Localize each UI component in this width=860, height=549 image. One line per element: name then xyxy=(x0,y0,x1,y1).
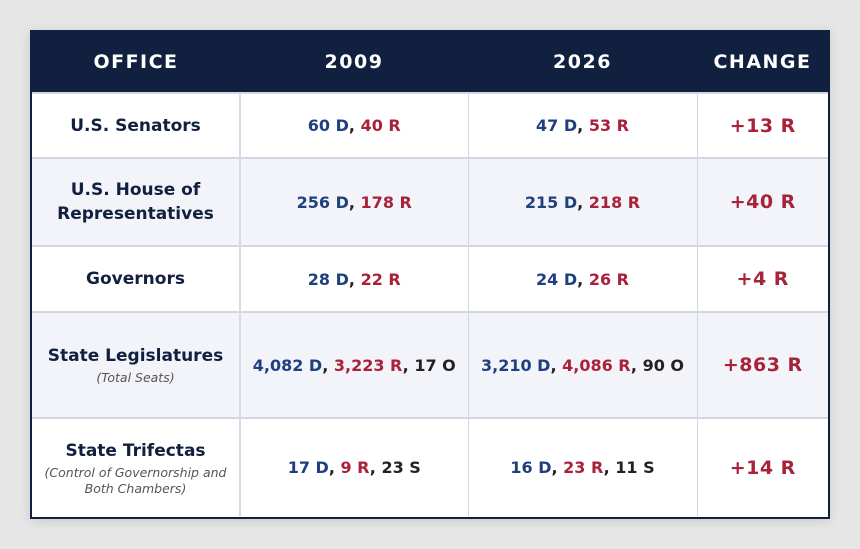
rep-value: 3,223 R xyxy=(333,355,403,375)
change-value: +4 R xyxy=(736,268,789,290)
table-header: OFFICE 2009 2026 CHANGE xyxy=(32,32,828,93)
year2-cell: 24 D, 26 R xyxy=(467,245,697,312)
rep-value: 40 R xyxy=(360,116,401,135)
year1-cell: 4,082 D, 3,223 R, 17 O xyxy=(239,311,468,418)
header-change: CHANGE xyxy=(713,51,812,73)
dem-value: 17 D xyxy=(287,458,329,477)
change-value: +13 R xyxy=(729,114,796,137)
rep-value: 26 R xyxy=(588,269,629,289)
rep-value: 4,086 R xyxy=(562,355,631,375)
year2-cell: 215 D, 218 R xyxy=(467,157,697,246)
other-value: 11 S xyxy=(615,458,655,477)
dem-value: 28 D xyxy=(307,269,349,289)
office-name: State Trifectas xyxy=(65,440,206,461)
table-row: State Legislatures (Total Seats) 4,082 D… xyxy=(32,311,828,418)
change-cell: +14 R xyxy=(696,417,828,516)
rep-value: 22 R xyxy=(360,269,401,289)
rep-value: 53 R xyxy=(588,116,629,135)
year1-cell: 60 D, 40 R xyxy=(239,92,468,158)
office-name: Governors xyxy=(86,269,185,289)
header-office: OFFICE xyxy=(93,51,179,73)
partisan-control-table-card: OFFICE 2009 2026 CHANGE U.S. Senators 60… xyxy=(30,30,830,519)
change-cell: +13 R xyxy=(696,92,828,158)
office-cell: Governors xyxy=(32,245,241,312)
header-year-2009: 2009 xyxy=(324,51,384,73)
partisan-control-table: OFFICE 2009 2026 CHANGE U.S. Senators 60… xyxy=(32,32,828,516)
other-value: 23 S xyxy=(381,458,421,477)
dem-value: 47 D xyxy=(536,116,578,135)
dem-value: 215 D xyxy=(524,192,578,212)
office-subtitle: (Control of Governorship and Both Chambe… xyxy=(44,464,227,496)
office-cell: State Legislatures (Total Seats) xyxy=(32,311,241,418)
rep-value: 218 R xyxy=(588,192,641,212)
year2-cell: 16 D, 23 R, 11 S xyxy=(467,417,697,516)
dem-value: 4,082 D xyxy=(252,355,323,375)
office-name: State Legislatures xyxy=(47,346,224,366)
year1-cell: 17 D, 9 R, 23 S xyxy=(239,417,468,516)
year1-cell: 256 D, 178 R xyxy=(239,157,468,246)
year2-cell: 47 D, 53 R xyxy=(467,92,697,158)
dem-value: 60 D xyxy=(307,116,349,135)
year1-cell: 28 D, 22 R xyxy=(239,245,468,312)
rep-value: 23 R xyxy=(563,458,604,477)
dem-value: 24 D xyxy=(536,269,578,289)
dem-value: 3,210 D xyxy=(480,355,551,375)
dem-value: 16 D xyxy=(510,458,552,477)
office-cell: U.S. House of Representatives xyxy=(32,157,241,246)
change-value: +863 R xyxy=(722,354,803,376)
table-row: U.S. House of Representatives 256 D, 178… xyxy=(32,157,828,246)
office-cell: U.S. Senators xyxy=(32,92,241,158)
office-name: U.S. Senators xyxy=(70,115,201,136)
office-cell: State Trifectas (Control of Governorship… xyxy=(32,417,241,516)
dem-value: 256 D xyxy=(296,192,349,212)
change-cell: +863 R xyxy=(696,311,828,418)
change-value: +14 R xyxy=(729,456,796,479)
office-name: U.S. House of Representatives xyxy=(57,180,214,224)
rep-value: 178 R xyxy=(360,192,412,212)
other-value: 90 O xyxy=(642,355,684,375)
change-cell: +4 R xyxy=(696,245,828,312)
header-year-2026: 2026 xyxy=(553,51,612,73)
year2-cell: 3,210 D, 4,086 R, 90 O xyxy=(467,311,697,418)
change-value: +40 R xyxy=(729,191,796,213)
table-row: Governors 28 D, 22 R 24 D, 26 R +4 R xyxy=(32,245,828,312)
rep-value: 9 R xyxy=(340,458,370,477)
office-subtitle: (Total Seats) xyxy=(96,370,175,385)
table-row: U.S. Senators 60 D, 40 R 47 D, 53 R +13 … xyxy=(32,92,828,158)
other-value: 17 O xyxy=(414,355,456,375)
table-row: State Trifectas (Control of Governorship… xyxy=(32,417,828,516)
change-cell: +40 R xyxy=(696,157,828,246)
